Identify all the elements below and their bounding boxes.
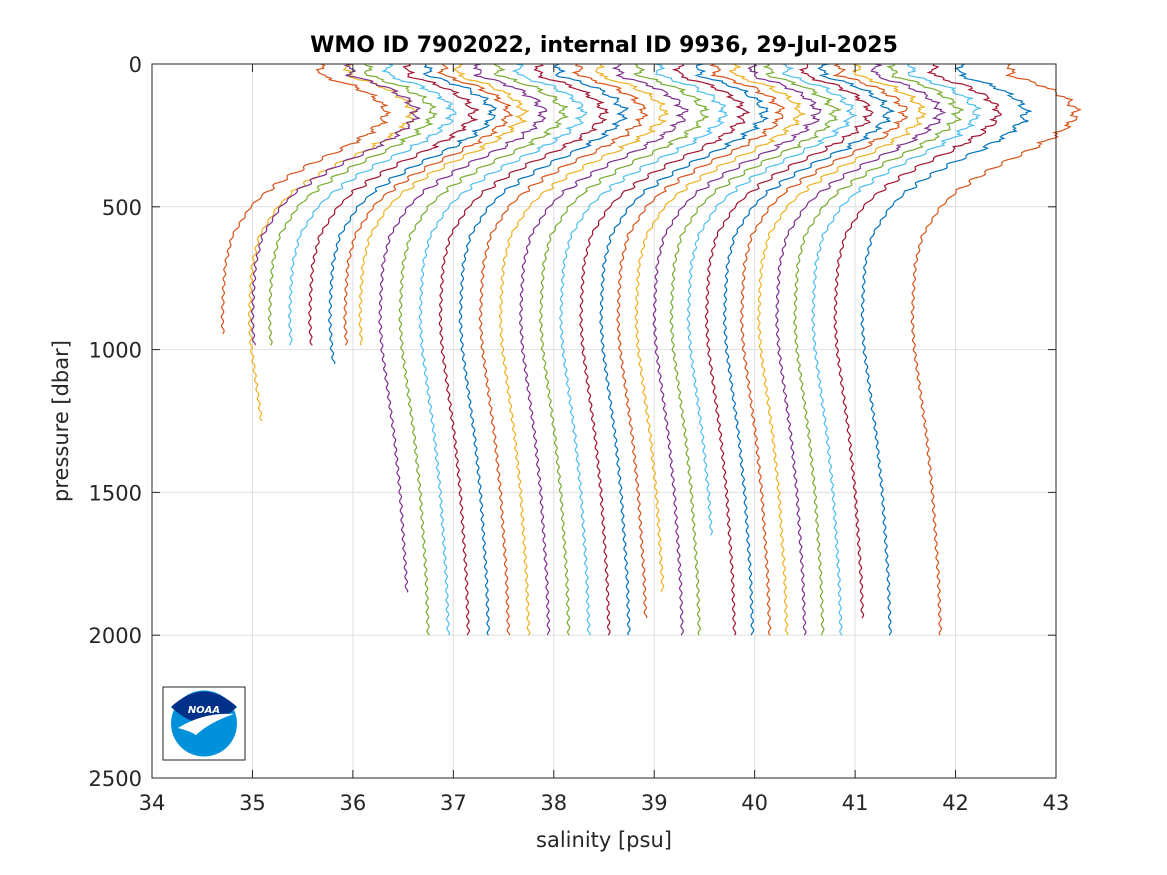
profile-line-28 — [722, 63, 896, 636]
plot-frame — [151, 63, 1057, 779]
y-axis-label: pressure [dbar] — [49, 340, 73, 502]
logo-wave-shape — [178, 713, 234, 735]
x-tick-label: 43 — [1043, 791, 1070, 815]
profile-line-9 — [358, 63, 530, 346]
profile-line-24 — [652, 63, 822, 636]
profile-line-20 — [579, 63, 751, 636]
profile-line-27 — [704, 63, 874, 636]
profile-line-23 — [634, 63, 807, 593]
profile-line-11 — [398, 63, 570, 636]
profile-line-12 — [418, 63, 588, 636]
profile-line-35 — [860, 63, 1033, 636]
profile-line-31 — [775, 63, 947, 636]
profile-line-4 — [267, 63, 438, 346]
profile-line-34 — [833, 63, 1003, 619]
x-tick-label: 38 — [540, 791, 567, 815]
x-tick-label: 35 — [239, 791, 266, 815]
logo-text: NOAA — [188, 705, 220, 716]
profile-line-36 — [910, 63, 1082, 636]
profile-line-1 — [220, 63, 392, 335]
profile-line-33 — [811, 63, 983, 636]
grid — [151, 63, 1057, 779]
profile-line-32 — [793, 63, 965, 636]
profile-line-21 — [599, 63, 770, 636]
profile-line-2 — [247, 63, 419, 422]
profile-line-16 — [498, 63, 670, 636]
profile-line-15 — [478, 63, 649, 636]
x-tick-label: 40 — [741, 791, 768, 815]
x-tick-label: 37 — [440, 791, 467, 815]
x-axis-label: salinity [psu] — [536, 828, 672, 852]
x-tick-label: 42 — [942, 791, 969, 815]
profile-line-26 — [686, 63, 858, 536]
y-tick-label: 0 — [129, 53, 142, 77]
profile-line-30 — [756, 63, 927, 636]
profile-line-8 — [343, 63, 514, 346]
noaa-logo: NOAA — [162, 686, 246, 761]
profile-series — [220, 63, 1082, 636]
y-tick-label: 2000 — [89, 624, 142, 648]
axis-ticks: 34 35 36 37 38 39 40 41 42 43 0 500 1000 1500 2000 2500 — [89, 53, 1070, 815]
x-tick-label: 41 — [842, 791, 869, 815]
profile-line-17 — [518, 63, 689, 636]
x-tick-label: 34 — [139, 791, 166, 815]
profile-line-14 — [458, 63, 630, 636]
profile-line-7 — [328, 63, 497, 364]
profile-line-5 — [288, 63, 457, 346]
profile-line-29 — [739, 63, 909, 636]
y-tick-label: 1000 — [89, 339, 142, 363]
y-tick-label: 2500 — [89, 767, 142, 791]
profile-line-22 — [616, 63, 786, 619]
chart-title: WMO ID 7902022, internal ID 9936, 29-Jul… — [310, 33, 898, 58]
profile-line-13 — [438, 63, 610, 636]
profile-line-3 — [250, 63, 422, 346]
profile-line-18 — [538, 63, 710, 636]
x-tick-label: 39 — [641, 791, 668, 815]
profile-line-10 — [378, 63, 548, 593]
profile-line-25 — [669, 63, 843, 636]
x-tick-label: 36 — [340, 791, 367, 815]
profile-line-19 — [559, 63, 729, 636]
profile-line-6 — [307, 63, 479, 346]
y-tick-label: 1500 — [89, 481, 142, 505]
y-tick-label: 500 — [102, 196, 142, 220]
